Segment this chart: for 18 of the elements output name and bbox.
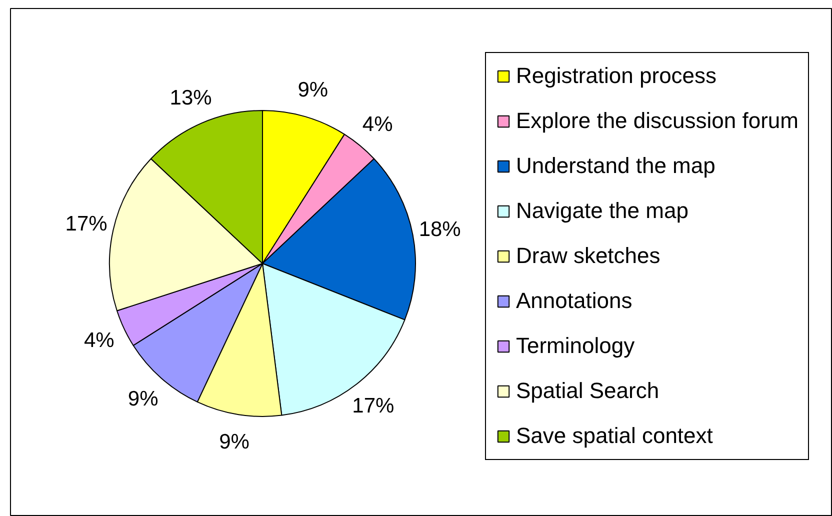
data-label: 9%	[128, 387, 158, 410]
legend-label: Spatial Search	[516, 378, 660, 404]
data-label: 17%	[352, 394, 394, 418]
legend-label: Explore the discussion forum	[516, 108, 798, 134]
legend-label: Annotations	[516, 288, 632, 314]
data-label: 4%	[362, 112, 393, 136]
legend-label: Terminology	[516, 333, 635, 359]
data-label: 9%	[219, 430, 250, 454]
legend-label: Understand the map	[516, 153, 716, 179]
legend-label: Draw sketches	[516, 243, 660, 269]
legend-label: Navigate the map	[516, 198, 688, 224]
legend-label: Registration process	[516, 63, 717, 89]
legend-label: Save spatial context	[516, 423, 713, 449]
data-label: 4%	[84, 328, 114, 352]
data-label: 9%	[298, 78, 328, 102]
data-label: 17%	[65, 212, 108, 236]
data-label: 18%	[418, 218, 461, 242]
data-label: 13%	[170, 86, 212, 110]
